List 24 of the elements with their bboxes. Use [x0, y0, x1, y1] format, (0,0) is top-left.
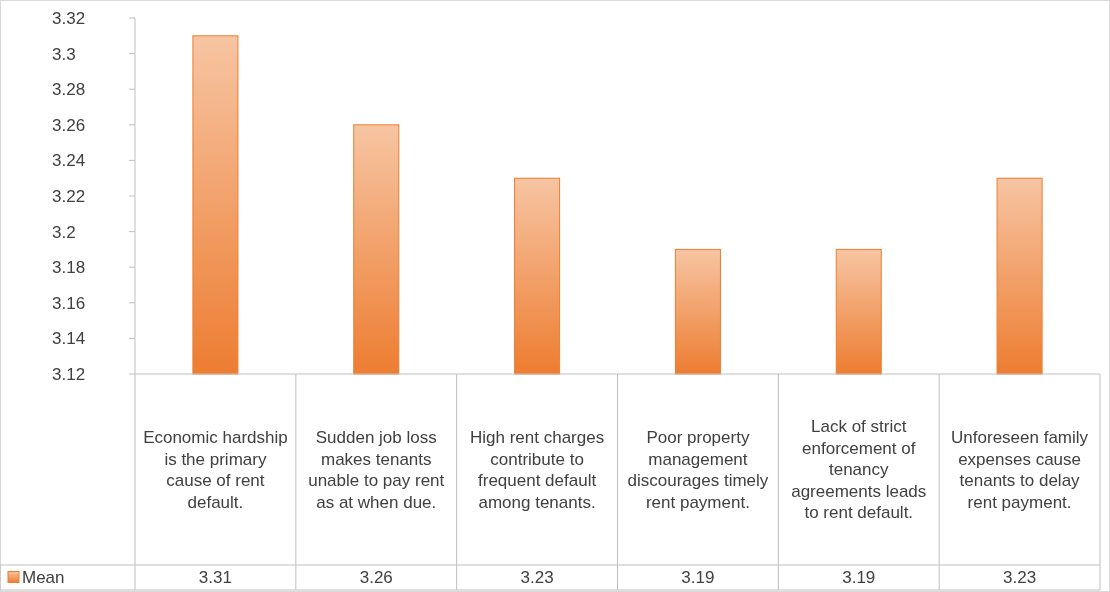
legend-label: Mean: [22, 568, 65, 588]
x-tick-label: Lack of strict enforcement of tenancy agreements leads to rent default.: [791, 417, 927, 523]
data-label: 3.31: [198, 568, 232, 588]
y-tick-label: 3.32: [52, 8, 86, 28]
data-label: 3.19: [842, 568, 876, 588]
data-label: 3.19: [681, 568, 715, 588]
data-label: 3.23: [520, 568, 554, 588]
y-tick-label: 3.22: [52, 186, 86, 206]
x-tick-label: Poor property management discourages timely rent payment.: [627, 428, 769, 512]
x-tick-label: Sudden job loss makes tenants unable to pay rent as at when due.: [308, 428, 445, 512]
y-tick-label: 3.26: [52, 115, 86, 135]
y-tick-label: 3.24: [52, 151, 86, 171]
x-tick-label: Economic hardship is the primary cause of rent default.: [143, 428, 288, 512]
y-tick-label: 3.12: [52, 364, 86, 384]
y-tick-label: 3.3: [52, 44, 76, 64]
y-tick-label: 3.16: [52, 293, 86, 313]
y-tick-label: 3.18: [52, 258, 86, 278]
y-tick-label: 3.14: [52, 329, 86, 349]
data-label: 3.26: [359, 568, 393, 588]
x-tick-label: Unforeseen family expenses cause tenants to delay rent payment.: [951, 428, 1089, 512]
x-tick-label: High rent charges contribute to frequent default among tenants.: [469, 428, 605, 512]
y-tick-label: 3.2: [52, 222, 76, 242]
data-label: 3.23: [1003, 568, 1037, 588]
y-tick-label: 3.28: [52, 80, 86, 100]
